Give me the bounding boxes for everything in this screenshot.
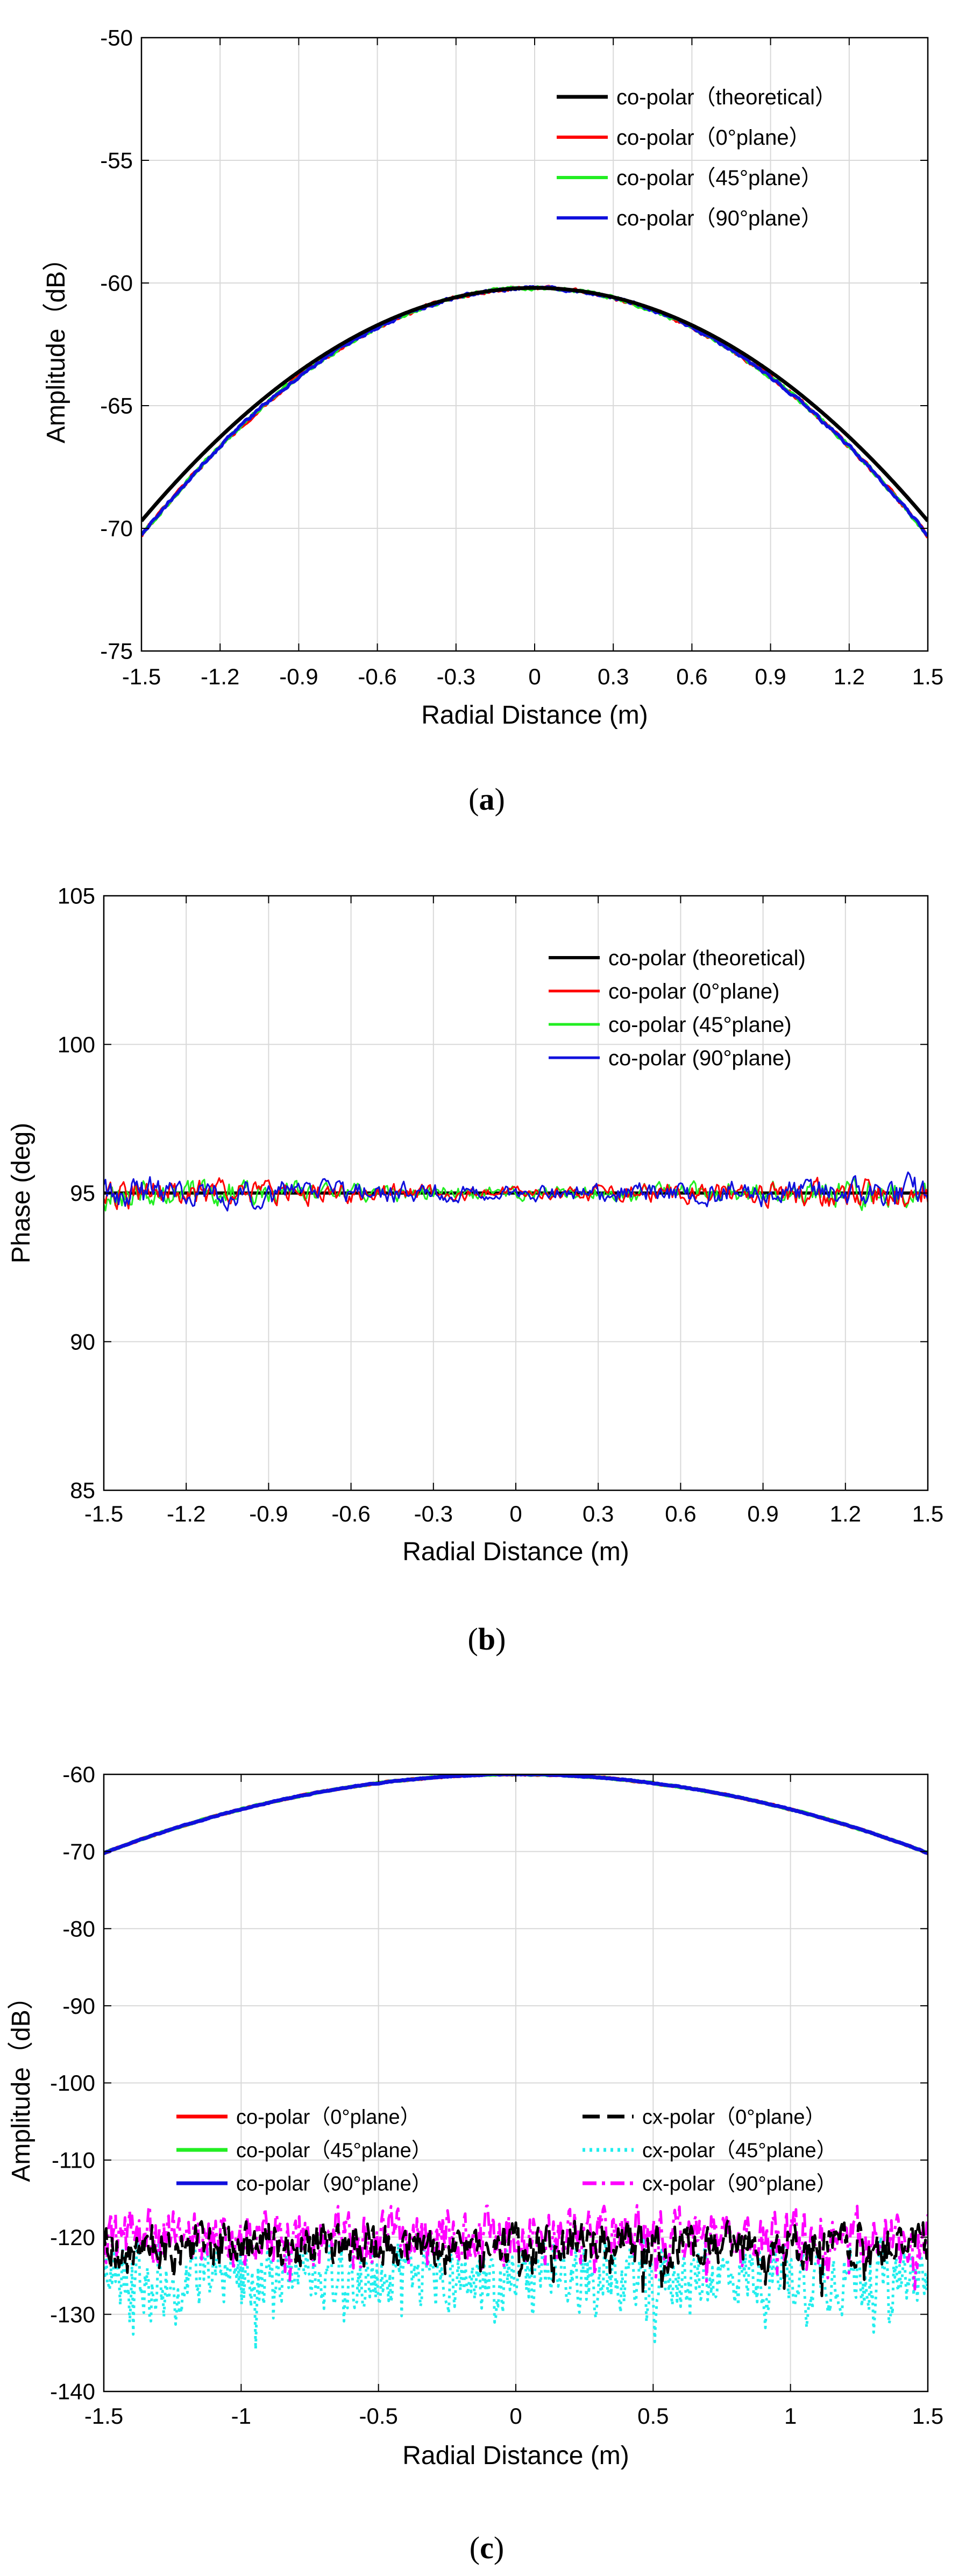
x-tick-label: 1.5	[912, 664, 943, 689]
y-tick-label: -70	[62, 1839, 95, 1864]
y-axis-label: Amplitude（dB）	[42, 245, 70, 443]
y-tick-label: -50	[100, 25, 133, 51]
y-tick-label: -120	[50, 2225, 95, 2250]
x-tick-label: -1.5	[84, 1501, 123, 1526]
series-line-c-2	[104, 1774, 928, 1856]
legend-label: co-polar（0°plane）	[616, 126, 811, 150]
legend-label: co-polar（0°plane）	[236, 2106, 421, 2128]
y-tick-label: -55	[100, 148, 133, 173]
series-line-a-0	[141, 286, 928, 522]
legend-label: co-polar（45°plane）	[616, 166, 822, 190]
x-tick-label: -0.5	[359, 2403, 397, 2429]
caption-b: (b)	[468, 1622, 506, 1657]
y-tick-label: 95	[70, 1180, 95, 1206]
x-tick-label: 0	[509, 1501, 522, 1526]
series-line-b-3	[104, 1171, 928, 1212]
legend-label: cx-polar（0°plane）	[642, 2106, 825, 2128]
chart-panel-b: -1.5 -1.2 -0.9 -0.6 -0.3 0 0.3 0.6 0.9 1.2 1.5 85 90…	[7, 883, 943, 1566]
legend-label: co-polar (45°plane)	[608, 1013, 792, 1037]
x-tick-label: -1	[231, 2403, 251, 2429]
y-tick-label: 90	[70, 1329, 95, 1354]
x-tick-label: -0.6	[331, 1501, 370, 1526]
x-tick-label: -1.5	[122, 664, 161, 689]
y-axis-label: Amplitude（dB）	[7, 1984, 35, 2182]
x-tick-label: -0.9	[249, 1501, 288, 1526]
chart-panel-a: -1.5 -1.2 -0.9 -0.6 -0.3 0 0.3 0.6 0.9 1.2 1.5 -75 -…	[42, 25, 943, 730]
x-tick-label: 0.9	[755, 664, 786, 689]
chart-panel-c: -1.5 -1 -0.5 0 0.5 1 1.5 -140 -130 -120 -110 -100 -9…	[7, 1762, 943, 2470]
x-tick-label: 0.6	[676, 664, 707, 689]
x-tick-label: 0.3	[583, 1501, 614, 1526]
y-tick-label: -100	[50, 2070, 95, 2096]
legend-label: co-polar（45°plane）	[236, 2139, 432, 2162]
y-tick-label: -65	[100, 393, 133, 419]
y-tick-label: -80	[62, 1916, 95, 1941]
x-tick-label: 0.3	[598, 664, 629, 689]
x-tick-label: 1.2	[830, 1501, 861, 1526]
y-tick-label: -60	[62, 1762, 95, 1787]
y-axis-label: Phase (deg)	[7, 1123, 35, 1264]
x-tick-label: 1.5	[912, 2403, 943, 2429]
y-tick-label: 100	[58, 1032, 95, 1057]
x-tick-label: 0	[509, 2403, 522, 2429]
legend-label: co-polar（90°plane）	[236, 2172, 432, 2195]
caption-a: (a)	[468, 782, 505, 817]
legend-label: co-polar（90°plane）	[616, 207, 822, 230]
x-tick-label: 1.2	[834, 664, 865, 689]
y-tick-label: -75	[100, 639, 133, 664]
legend-label: cx-polar（45°plane）	[642, 2139, 837, 2162]
y-tick-label: -130	[50, 2302, 95, 2327]
legend-label: co-polar (theoretical)	[608, 946, 806, 970]
x-axis-label: Radial Distance (m)	[402, 1538, 629, 1566]
x-tick-label: -1.5	[84, 2403, 123, 2429]
x-axis-label: Radial Distance (m)	[402, 2441, 629, 2470]
legend-label: co-polar（theoretical）	[616, 86, 836, 109]
series-line-c-3	[104, 2218, 928, 2297]
series-line-c-4	[104, 2235, 928, 2351]
x-tick-label: -0.6	[358, 664, 396, 689]
y-tick-label: 105	[58, 883, 95, 909]
x-tick-label: -0.3	[414, 1501, 453, 1526]
x-tick-label: 1	[784, 2403, 797, 2429]
x-tick-label: -1.2	[167, 1501, 205, 1526]
x-tick-label: 0.5	[637, 2403, 669, 2429]
x-axis-label: Radial Distance (m)	[421, 701, 648, 730]
y-tick-label: -90	[62, 1993, 95, 2019]
legend-label: co-polar (90°plane)	[608, 1046, 792, 1070]
caption-c: (c)	[470, 2530, 504, 2565]
x-tick-label: 0.6	[665, 1501, 696, 1526]
x-tick-label: 0	[528, 664, 541, 689]
legend-label: co-polar (0°plane)	[608, 980, 779, 1003]
y-tick-label: -70	[100, 516, 133, 541]
y-tick-label: -60	[100, 271, 133, 296]
x-tick-label: 1.5	[912, 1501, 943, 1526]
x-tick-label: -0.9	[279, 664, 318, 689]
x-tick-label: 0.9	[747, 1501, 778, 1526]
y-tick-label: -140	[50, 2379, 95, 2404]
series-line-c-5	[104, 2204, 928, 2291]
y-tick-label: 85	[70, 1478, 95, 1503]
legend-label: cx-polar（90°plane）	[642, 2172, 837, 2195]
y-tick-label: -110	[52, 2148, 95, 2173]
x-tick-label: -0.3	[437, 664, 475, 689]
x-tick-label: -1.2	[201, 664, 239, 689]
